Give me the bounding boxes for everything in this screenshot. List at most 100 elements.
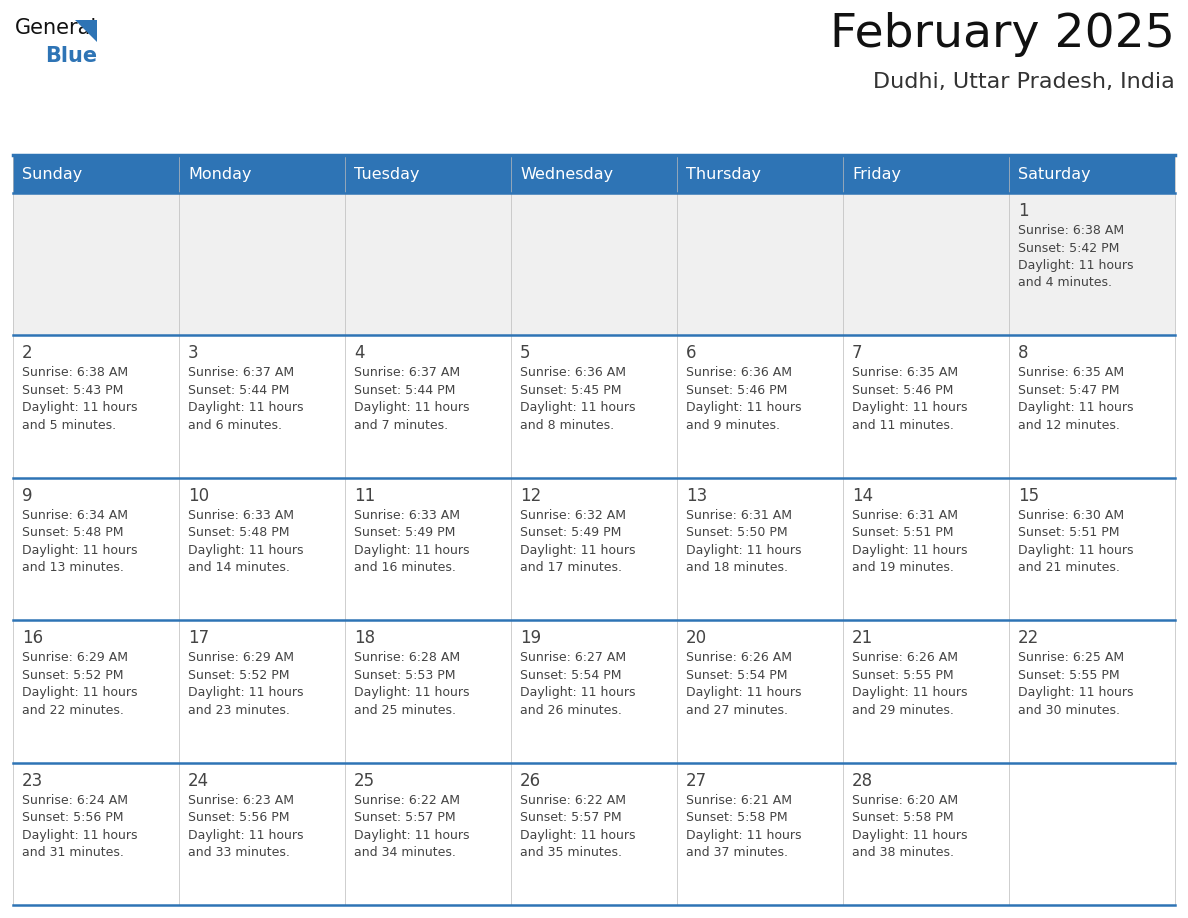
Text: 26: 26 (520, 772, 541, 789)
Text: 15: 15 (1018, 487, 1040, 505)
Text: Sunrise: 6:31 AM: Sunrise: 6:31 AM (852, 509, 958, 521)
Text: Sunrise: 6:25 AM: Sunrise: 6:25 AM (1018, 651, 1124, 665)
Text: Sunset: 5:51 PM: Sunset: 5:51 PM (1018, 526, 1119, 539)
Text: Daylight: 11 hours: Daylight: 11 hours (852, 543, 967, 557)
Text: Sunset: 5:56 PM: Sunset: 5:56 PM (23, 812, 124, 824)
Text: Sunset: 5:52 PM: Sunset: 5:52 PM (23, 668, 124, 682)
Text: Sunrise: 6:36 AM: Sunrise: 6:36 AM (685, 366, 792, 379)
Text: Sunset: 5:52 PM: Sunset: 5:52 PM (188, 668, 290, 682)
Bar (179, 155, 345, 193)
Text: Sunset: 5:55 PM: Sunset: 5:55 PM (852, 668, 954, 682)
Text: and 14 minutes.: and 14 minutes. (188, 561, 290, 575)
Text: February 2025: February 2025 (830, 12, 1175, 57)
Text: Daylight: 11 hours: Daylight: 11 hours (852, 829, 967, 842)
Text: and 23 minutes.: and 23 minutes. (188, 704, 290, 717)
Text: Daylight: 11 hours: Daylight: 11 hours (354, 543, 469, 557)
Text: Dudhi, Uttar Pradesh, India: Dudhi, Uttar Pradesh, India (873, 72, 1175, 92)
Text: and 19 minutes.: and 19 minutes. (852, 561, 954, 575)
Bar (13, 477, 1175, 621)
Text: Sunset: 5:55 PM: Sunset: 5:55 PM (1018, 668, 1119, 682)
Text: 21: 21 (852, 629, 873, 647)
Bar (13, 335, 1175, 477)
Text: Sunrise: 6:38 AM: Sunrise: 6:38 AM (23, 366, 128, 379)
Text: 6: 6 (685, 344, 696, 363)
Text: Sunrise: 6:35 AM: Sunrise: 6:35 AM (852, 366, 959, 379)
Text: Sunset: 5:45 PM: Sunset: 5:45 PM (520, 384, 621, 397)
Text: Daylight: 11 hours: Daylight: 11 hours (685, 829, 802, 842)
Text: and 25 minutes.: and 25 minutes. (354, 704, 456, 717)
Text: 12: 12 (520, 487, 542, 505)
Text: Sunrise: 6:28 AM: Sunrise: 6:28 AM (354, 651, 460, 665)
Text: Blue: Blue (45, 46, 97, 66)
Text: Sunrise: 6:26 AM: Sunrise: 6:26 AM (685, 651, 792, 665)
Text: and 18 minutes.: and 18 minutes. (685, 561, 788, 575)
Text: Daylight: 11 hours: Daylight: 11 hours (1018, 543, 1133, 557)
Text: Daylight: 11 hours: Daylight: 11 hours (852, 686, 967, 700)
Text: 7: 7 (852, 344, 862, 363)
Text: Sunset: 5:53 PM: Sunset: 5:53 PM (354, 668, 455, 682)
Text: Thursday: Thursday (685, 166, 762, 182)
Text: and 34 minutes.: and 34 minutes. (354, 846, 456, 859)
Text: Sunrise: 6:29 AM: Sunrise: 6:29 AM (188, 651, 293, 665)
Text: and 27 minutes.: and 27 minutes. (685, 704, 788, 717)
Text: 17: 17 (188, 629, 209, 647)
Text: Sunset: 5:46 PM: Sunset: 5:46 PM (685, 384, 788, 397)
Text: and 33 minutes.: and 33 minutes. (188, 846, 290, 859)
Text: Monday: Monday (188, 166, 252, 182)
Text: 27: 27 (685, 772, 707, 789)
Text: 24: 24 (188, 772, 209, 789)
Text: Sunrise: 6:22 AM: Sunrise: 6:22 AM (354, 793, 460, 807)
Text: 13: 13 (685, 487, 707, 505)
Text: 2: 2 (23, 344, 32, 363)
Text: Sunset: 5:54 PM: Sunset: 5:54 PM (685, 668, 788, 682)
Text: Sunset: 5:49 PM: Sunset: 5:49 PM (520, 526, 621, 539)
Polygon shape (75, 20, 97, 42)
Text: Daylight: 11 hours: Daylight: 11 hours (23, 829, 138, 842)
Text: and 35 minutes.: and 35 minutes. (520, 846, 623, 859)
Text: Sunrise: 6:26 AM: Sunrise: 6:26 AM (852, 651, 958, 665)
Text: Daylight: 11 hours: Daylight: 11 hours (685, 686, 802, 700)
Text: Daylight: 11 hours: Daylight: 11 hours (520, 686, 636, 700)
Text: Sunset: 5:44 PM: Sunset: 5:44 PM (188, 384, 290, 397)
Text: Sunrise: 6:37 AM: Sunrise: 6:37 AM (354, 366, 460, 379)
Text: Daylight: 11 hours: Daylight: 11 hours (685, 543, 802, 557)
Text: Sunset: 5:51 PM: Sunset: 5:51 PM (852, 526, 954, 539)
Text: and 5 minutes.: and 5 minutes. (23, 419, 116, 431)
Text: and 31 minutes.: and 31 minutes. (23, 846, 124, 859)
Text: Sunset: 5:58 PM: Sunset: 5:58 PM (852, 812, 954, 824)
Text: Daylight: 11 hours: Daylight: 11 hours (188, 543, 303, 557)
Text: Sunset: 5:48 PM: Sunset: 5:48 PM (23, 526, 124, 539)
Text: 8: 8 (1018, 344, 1029, 363)
Text: 22: 22 (1018, 629, 1040, 647)
Text: Wednesday: Wednesday (520, 166, 613, 182)
Text: Daylight: 11 hours: Daylight: 11 hours (520, 401, 636, 414)
Text: Sunset: 5:43 PM: Sunset: 5:43 PM (23, 384, 124, 397)
Bar (677, 155, 843, 193)
Bar (511, 155, 677, 193)
Text: Sunrise: 6:31 AM: Sunrise: 6:31 AM (685, 509, 792, 521)
Text: 4: 4 (354, 344, 365, 363)
Text: Sunrise: 6:33 AM: Sunrise: 6:33 AM (354, 509, 460, 521)
Text: 1: 1 (1018, 202, 1029, 220)
Text: 20: 20 (685, 629, 707, 647)
Text: Tuesday: Tuesday (354, 166, 419, 182)
Text: 18: 18 (354, 629, 375, 647)
Text: Sunset: 5:42 PM: Sunset: 5:42 PM (1018, 241, 1119, 254)
Text: Sunset: 5:58 PM: Sunset: 5:58 PM (685, 812, 788, 824)
Text: Daylight: 11 hours: Daylight: 11 hours (520, 829, 636, 842)
Text: 14: 14 (852, 487, 873, 505)
Text: General: General (15, 18, 97, 38)
Text: and 26 minutes.: and 26 minutes. (520, 704, 621, 717)
Text: Daylight: 11 hours: Daylight: 11 hours (188, 401, 303, 414)
Text: and 6 minutes.: and 6 minutes. (188, 419, 282, 431)
Text: Sunrise: 6:24 AM: Sunrise: 6:24 AM (23, 793, 128, 807)
Text: Daylight: 11 hours: Daylight: 11 hours (852, 401, 967, 414)
Text: 3: 3 (188, 344, 198, 363)
Text: Sunset: 5:46 PM: Sunset: 5:46 PM (852, 384, 954, 397)
Text: and 9 minutes.: and 9 minutes. (685, 419, 781, 431)
Text: and 8 minutes.: and 8 minutes. (520, 419, 614, 431)
Bar (1009, 155, 1175, 193)
Text: 28: 28 (852, 772, 873, 789)
Text: and 4 minutes.: and 4 minutes. (1018, 276, 1112, 289)
Text: Daylight: 11 hours: Daylight: 11 hours (23, 543, 138, 557)
